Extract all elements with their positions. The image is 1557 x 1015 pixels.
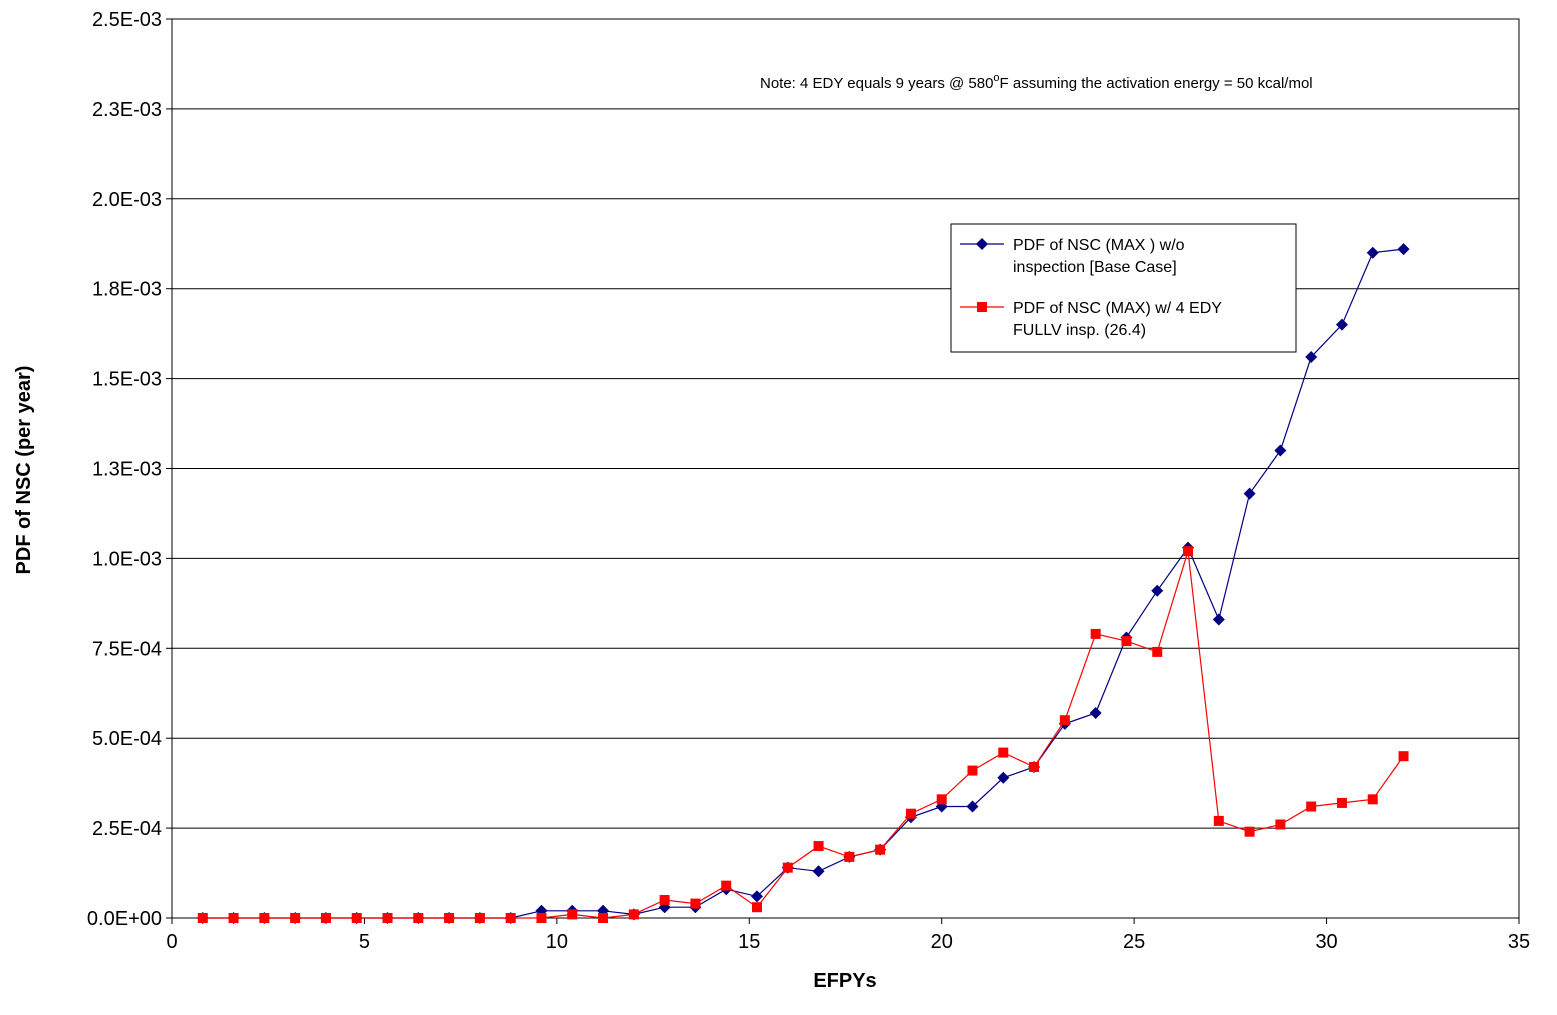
data-point	[721, 880, 732, 891]
data-point	[1305, 351, 1318, 364]
data-point	[1274, 444, 1287, 457]
x-tick-label: 15	[738, 931, 760, 953]
data-point	[290, 913, 301, 923]
y-tick-label: 2.3E-03	[92, 99, 162, 121]
data-point	[1244, 826, 1255, 837]
y-axis: 0.0E+00 2.5E-04 5.0E-04 7.5E-04 1.0E-03 1.3E-…	[87, 9, 172, 930]
legend-label: PDF of NSC (MAX ) w/o	[1013, 237, 1185, 254]
data-point	[751, 902, 762, 913]
data-point	[976, 238, 988, 250]
grid-lines	[172, 108, 1519, 829]
data-point	[628, 909, 639, 920]
data-point	[967, 765, 978, 776]
note-suffix: F assuming the activation energy = 50 kc…	[1000, 75, 1313, 92]
data-point	[228, 913, 239, 923]
data-point	[1089, 707, 1102, 720]
y-tick-label: 2.5E-03	[92, 9, 162, 31]
data-point	[998, 747, 1009, 758]
data-point	[413, 913, 424, 923]
data-point	[1152, 646, 1163, 657]
data-point	[1335, 318, 1348, 331]
legend-item-1: PDF of NSC (MAX ) w/o inspection [Base Ca…	[960, 237, 1185, 276]
data-point	[505, 913, 516, 923]
data-point	[1213, 815, 1224, 826]
data-point	[598, 913, 609, 923]
y-tick-label: 1.5E-03	[92, 369, 162, 391]
chart-note: Note: 4 EDY equals 9 years @ 580oF assum…	[760, 72, 1313, 92]
x-tick-label: 20	[931, 931, 953, 953]
y-tick-label: 1.0E-03	[92, 548, 162, 570]
data-point	[1367, 794, 1378, 805]
data-point	[1243, 487, 1256, 500]
note-prefix: Note: 4 EDY equals 9 years @ 580	[760, 75, 993, 92]
data-point	[977, 302, 987, 312]
data-point	[351, 913, 362, 923]
y-axis-title: PDF of NSC (per year)	[13, 366, 35, 575]
legend-item-2: PDF of NSC (MAX) w/ 4 EDY FULLV insp. (26…	[960, 300, 1222, 339]
y-tick-label: 5.0E-04	[92, 728, 162, 750]
x-tick-label: 35	[1508, 931, 1530, 953]
data-point	[750, 890, 763, 903]
y-tick-label: 2.0E-03	[92, 189, 162, 211]
y-tick-label: 1.3E-03	[92, 459, 162, 481]
data-point	[997, 771, 1010, 784]
data-point	[659, 895, 670, 906]
data-point	[690, 898, 701, 909]
legend-box	[950, 223, 1297, 353]
x-tick-label: 25	[1123, 931, 1145, 953]
data-point	[936, 794, 947, 805]
data-point	[1183, 546, 1194, 557]
series-2	[197, 546, 1409, 923]
data-point	[812, 865, 825, 878]
data-point	[259, 913, 270, 923]
data-point	[875, 844, 886, 855]
data-point	[1366, 246, 1379, 259]
x-tick-label: 5	[359, 931, 370, 953]
data-point	[474, 913, 485, 923]
series-layer	[196, 243, 1410, 924]
data-point	[197, 913, 208, 923]
x-axis: 0 5 10 15 20 25 30 35	[166, 918, 1530, 953]
legend: PDF of NSC (MAX ) w/o inspection [Base Ca…	[950, 223, 1297, 353]
x-tick-label: 30	[1315, 931, 1337, 953]
data-point	[813, 841, 824, 852]
data-point	[1275, 819, 1286, 830]
y-tick-label: 0.0E+00	[87, 908, 162, 930]
data-point	[1029, 761, 1040, 772]
x-tick-label: 10	[546, 931, 568, 953]
data-point	[1059, 715, 1070, 726]
x-axis-title: EFPYs	[813, 970, 876, 992]
legend-label: inspection [Base Case]	[1013, 259, 1177, 276]
data-point	[844, 851, 855, 862]
y-tick-label: 1.8E-03	[92, 279, 162, 301]
data-point	[567, 909, 578, 920]
data-point	[1306, 801, 1317, 812]
note-superscript: o	[993, 72, 999, 84]
data-point	[444, 913, 455, 923]
data-point	[320, 913, 331, 923]
legend-label: PDF of NSC (MAX) w/ 4 EDY	[1013, 300, 1222, 317]
data-point	[1336, 797, 1347, 808]
legend-label: FULLV insp. (26.4)	[1013, 322, 1146, 339]
data-point	[1151, 584, 1164, 597]
data-point	[536, 913, 547, 923]
data-point	[1121, 636, 1132, 647]
y-tick-label: 7.5E-04	[92, 638, 162, 660]
x-tick-label: 0	[166, 931, 177, 953]
y-tick-label: 2.5E-04	[92, 818, 162, 840]
data-point	[382, 913, 393, 923]
data-point	[1397, 243, 1410, 256]
series-line	[202, 551, 1404, 919]
data-point	[782, 862, 793, 873]
data-point	[1090, 628, 1101, 639]
data-point	[1212, 613, 1225, 626]
data-point	[966, 800, 979, 813]
data-point	[1398, 751, 1409, 762]
data-point	[905, 808, 916, 819]
